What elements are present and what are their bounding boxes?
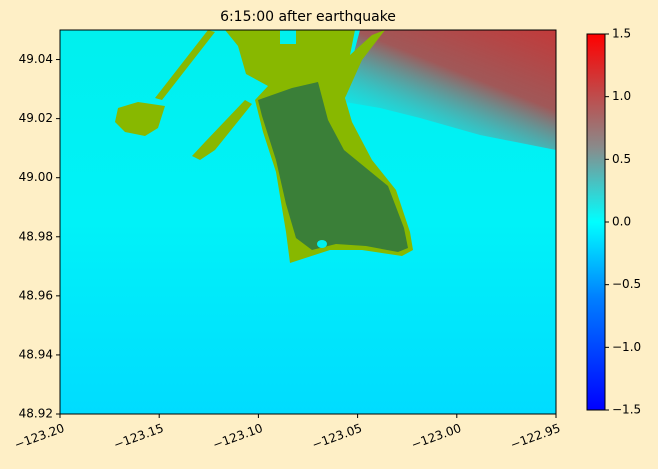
y-tick-label: 48.96 xyxy=(19,288,53,302)
y-tick-label: 48.94 xyxy=(19,347,53,361)
colorbar-tick-label: −1.0 xyxy=(612,340,641,354)
map-image xyxy=(60,30,556,414)
y-tick-label: 49.02 xyxy=(19,111,53,125)
y-tick-label: 48.92 xyxy=(19,407,53,421)
y-tick-label: 49.00 xyxy=(19,170,53,184)
x-tick-label: −123.05 xyxy=(310,421,364,452)
colorbar-tick-label: 1.5 xyxy=(612,27,631,41)
colorbar-tick-label: 0.5 xyxy=(612,152,631,166)
x-tick-label: −123.00 xyxy=(409,421,463,452)
colorbar-tick-label: −1.5 xyxy=(612,403,641,417)
colorbar-tick-label: −0.5 xyxy=(612,277,641,291)
x-tick-label: −123.20 xyxy=(13,421,67,452)
x-tick-label: −122.95 xyxy=(509,421,563,452)
chart-title: 6:15:00 after earthquake xyxy=(220,9,396,25)
x-tick-label: −123.10 xyxy=(211,421,265,452)
y-tick-label: 48.98 xyxy=(19,229,53,243)
x-tick-label: −123.15 xyxy=(112,421,166,452)
y-tick-label: 49.04 xyxy=(19,52,53,66)
colorbar-tick-label: 0.0 xyxy=(612,215,631,229)
axes-frame xyxy=(59,29,557,415)
colorbar-tick-label: 1.0 xyxy=(612,89,631,103)
colorbar xyxy=(586,33,606,411)
